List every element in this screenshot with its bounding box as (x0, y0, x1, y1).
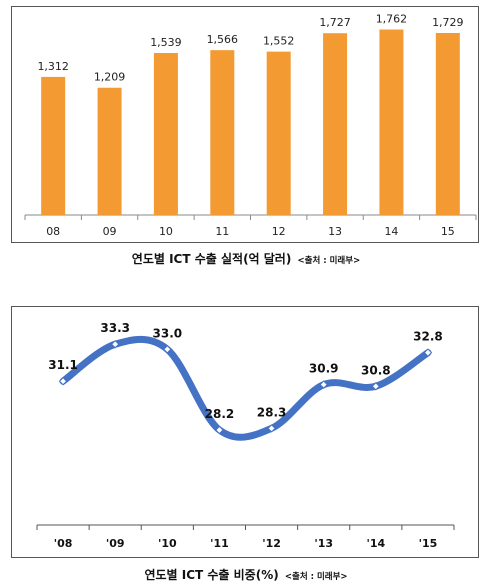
export-share-chart-panel: 31.1 '08 33.3 '09 33.0 '10 28.2 '11 28.3 '12 30.9 '… (11, 306, 479, 558)
x-tick-label: 08 (46, 225, 60, 238)
data-point-label: 32.8 (413, 330, 443, 344)
x-tick-label: '14 (366, 537, 385, 550)
export-amount-chart-caption: 연도별 ICT 수출 실적(억 달러) <출처 : 미래부> (0, 250, 492, 267)
bar-value-label: 1,209 (94, 71, 126, 84)
bar (153, 53, 178, 215)
export-amount-chart-source: <출처 : 미래부> (297, 256, 361, 266)
export-share-chart-caption: 연도별 ICT 수출 비중(%) <출처 : 미래부> (0, 566, 492, 583)
export-share-chart-source: <출처 : 미래부> (284, 572, 348, 582)
bar-value-label: 1,539 (150, 36, 182, 49)
bar (323, 33, 348, 215)
bar-value-label: 1,727 (319, 16, 351, 29)
export-share-chart-title: 연도별 ICT 수출 비중(%) (144, 568, 279, 582)
x-tick-label: 10 (159, 225, 173, 238)
bar (435, 33, 460, 215)
data-point-marker (163, 345, 172, 354)
export-amount-chart-panel: 1,312 08 1,209 09 1,539 10 1,566 11 1,552 12 1,727… (11, 6, 479, 243)
x-tick-label: '12 (262, 537, 281, 550)
x-tick-label: 09 (103, 225, 117, 238)
data-point-marker (371, 382, 381, 391)
data-point-label: 31.1 (48, 358, 78, 372)
x-tick-label: '09 (106, 537, 125, 550)
bar (97, 87, 122, 215)
x-tick-label: 12 (272, 225, 286, 238)
x-tick-label: '10 (158, 537, 177, 550)
data-point-label: 28.2 (205, 407, 235, 421)
x-tick-label: '13 (314, 537, 333, 550)
bar-value-label: 1,552 (263, 35, 295, 48)
data-point-marker (215, 425, 224, 435)
bar (379, 29, 404, 215)
bar-value-label: 1,312 (37, 60, 69, 73)
data-point-marker (58, 376, 68, 386)
x-tick-label: '08 (54, 537, 73, 550)
bar (266, 51, 291, 216)
x-tick-label: 14 (384, 225, 398, 238)
export-amount-chart-title: 연도별 ICT 수출 실적(억 달러) (131, 252, 292, 266)
x-tick-label: 15 (441, 225, 455, 238)
x-tick-label: '15 (419, 537, 438, 550)
bar-value-label: 1,762 (376, 13, 408, 26)
bar-value-label: 1,729 (432, 16, 464, 29)
data-point-label: 30.9 (309, 362, 339, 376)
export-share-line-chart: 31.1 '08 33.3 '09 33.0 '10 28.2 '11 28.3 '12 30.9 '… (36, 321, 455, 550)
data-point-marker (423, 348, 433, 357)
data-point-marker (110, 339, 120, 349)
data-point-label: 33.3 (100, 321, 130, 335)
bar (41, 76, 66, 215)
data-point-marker (267, 424, 276, 433)
data-point-marker (319, 380, 328, 389)
bar (210, 50, 235, 215)
series-line (59, 335, 432, 441)
x-tick-label: 11 (215, 225, 229, 238)
data-point-label: 30.8 (361, 363, 391, 377)
bar-value-label: 1,566 (207, 33, 239, 46)
data-point-label: 28.3 (257, 405, 287, 419)
x-tick-label: 13 (328, 225, 342, 238)
x-tick-label: '11 (210, 537, 229, 550)
export-amount-bar-chart: 1,312 08 1,209 09 1,539 10 1,566 11 1,552 12 1,727… (24, 13, 477, 238)
data-point-label: 33.0 (153, 326, 183, 340)
